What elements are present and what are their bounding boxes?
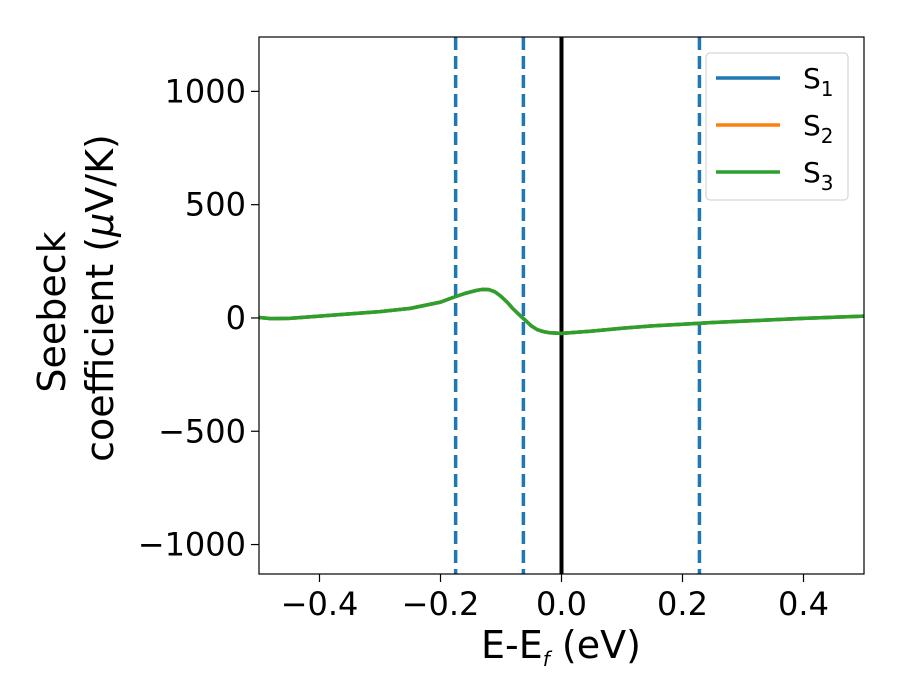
y-tick-label: 0 bbox=[226, 299, 246, 337]
series-lines bbox=[259, 287, 864, 336]
series-line-s3 bbox=[259, 287, 864, 336]
x-tick-label: 0.4 bbox=[778, 585, 829, 623]
y-tick-label: −1000 bbox=[138, 526, 246, 564]
y-axis-label: Seebeck coefficient (μV/K) bbox=[30, 134, 122, 462]
reference-lines bbox=[453, 37, 702, 574]
x-axis-label: E-Ef (eV) bbox=[481, 623, 641, 671]
y-axis-label-line2: coefficient (μV/K) bbox=[78, 134, 122, 462]
x-tick-label: −0.2 bbox=[402, 585, 480, 623]
x-tick-label: 0.0 bbox=[536, 585, 587, 623]
legend-label-s2: S2 bbox=[803, 109, 834, 148]
y-tick-label: 1000 bbox=[165, 72, 246, 110]
legend: S1 S2 S3 bbox=[705, 52, 849, 201]
y-axis-label-line1: Seebeck bbox=[30, 231, 74, 392]
legend-label-s1: S1 bbox=[803, 62, 834, 101]
x-axis: −0.4 −0.2 0.0 0.2 0.4 bbox=[281, 574, 829, 623]
x-tick-label: −0.4 bbox=[281, 585, 359, 623]
x-tick-label: 0.2 bbox=[657, 585, 708, 623]
legend-label-s3: S3 bbox=[803, 156, 834, 195]
y-tick-label: −500 bbox=[158, 412, 246, 450]
y-axis: −1000 −500 0 500 1000 bbox=[138, 72, 259, 564]
y-tick-label: 500 bbox=[185, 186, 246, 224]
